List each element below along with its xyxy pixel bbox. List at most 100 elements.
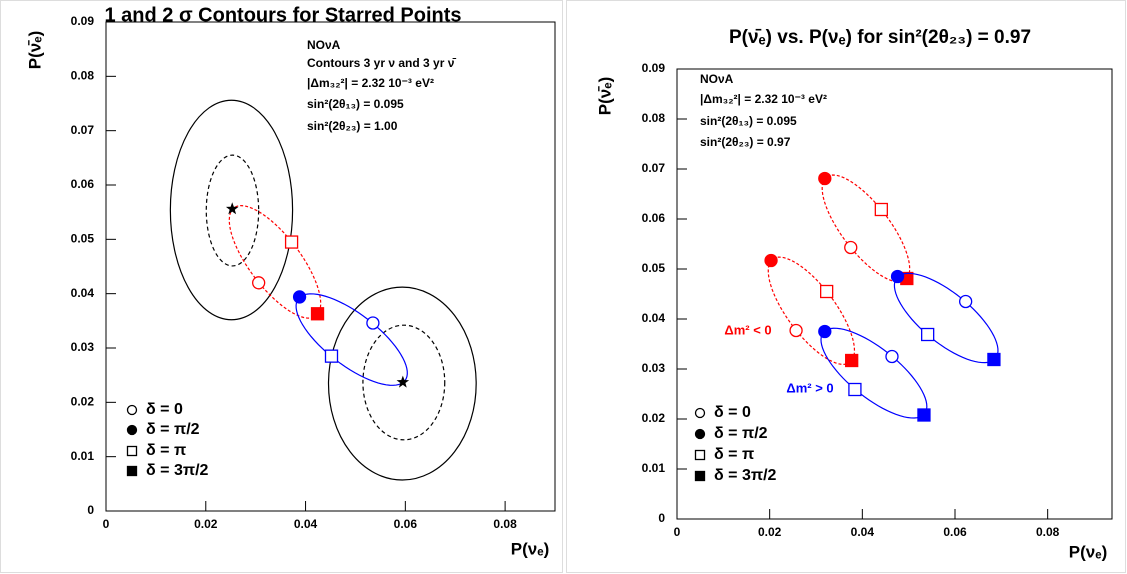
x-tick-label: 0.02	[194, 517, 218, 531]
marker	[252, 276, 266, 290]
marker	[820, 284, 834, 299]
marker	[844, 240, 858, 255]
annotation: |Δm₃₂²| = 2.32 10⁻³ eV²	[700, 92, 827, 106]
y-tick-label: 0.05	[642, 261, 666, 275]
y-tick-label: 0.02	[642, 411, 666, 425]
annotation: sin²(2θ₁₃) = 0.095	[700, 114, 797, 128]
y-tick-label: 0	[658, 511, 665, 525]
curve-label: Δm² < 0	[724, 322, 771, 337]
panel-border	[566, 0, 1126, 573]
marker	[694, 470, 706, 482]
marker	[818, 324, 832, 339]
x-tick-label: 0.06	[394, 517, 418, 531]
contour	[362, 324, 446, 441]
marker	[917, 408, 931, 422]
x-tick-label: 0.08	[493, 517, 517, 531]
annotation: NOνA	[307, 38, 341, 52]
legend-label: δ = 3π/2	[714, 467, 777, 484]
annotation: |Δm₃₂²| = 2.32 10⁻³ eV²	[307, 76, 434, 90]
y-tick-label: 0.01	[642, 461, 666, 475]
legend-label: δ = 0	[146, 401, 183, 418]
x-axis-label: P(νₑ)	[1069, 542, 1108, 561]
y-tick-label: 0.04	[71, 286, 95, 300]
y-tick-label: 0.03	[71, 340, 95, 354]
marker	[694, 407, 706, 419]
y-tick-label: 0.09	[642, 61, 666, 75]
marker	[366, 316, 380, 330]
x-tick-label: 0.04	[294, 517, 318, 531]
cp-ellipse	[821, 174, 911, 283]
plot-frame	[105, 21, 556, 512]
y-tick-label: 0.08	[642, 111, 666, 125]
marker	[396, 375, 410, 388]
chart-title: P(ν̄ₑ) vs. P(νₑ) for sin²(2θ₂₃) = 0.97	[729, 27, 1031, 48]
marker	[885, 349, 899, 364]
contour	[169, 99, 294, 321]
legend-label: δ = π/2	[714, 425, 768, 442]
x-tick-label: 0.06	[943, 525, 967, 539]
marker	[890, 269, 905, 284]
marker	[126, 465, 138, 477]
x-tick-label: 0.08	[1036, 525, 1060, 539]
cp-ellipse	[228, 205, 322, 319]
marker	[225, 202, 239, 215]
legend-label: δ = π	[146, 442, 186, 459]
y-tick-label: 0.03	[642, 361, 666, 375]
annotation: NOνA	[700, 72, 734, 86]
cp-ellipse	[767, 256, 856, 366]
y-tick-label: 0.08	[71, 69, 95, 83]
marker	[310, 307, 325, 321]
y-tick-label: 0.06	[71, 177, 95, 191]
marker	[789, 323, 803, 338]
y-axis-label: P(ν̄ₑ)	[25, 31, 44, 70]
annotation: sin²(2θ₂₃) = 1.00	[307, 119, 398, 133]
contour	[205, 154, 260, 267]
marker	[848, 382, 862, 397]
marker	[921, 327, 935, 342]
y-tick-label: 0.01	[71, 449, 95, 463]
y-tick-label: 0	[87, 503, 94, 517]
cp-ellipse	[893, 272, 999, 364]
marker	[874, 202, 888, 217]
legend-label: δ = 3π/2	[146, 462, 209, 479]
marker	[126, 445, 138, 457]
y-tick-label: 0.02	[71, 395, 95, 409]
marker	[987, 352, 1001, 367]
y-axis-label: P(ν̄ₑ)	[595, 77, 614, 116]
plot-frame	[676, 68, 1113, 520]
legend-label: δ = 0	[714, 404, 751, 421]
chart-title: 1 and 2 σ Contours for Starred Points	[104, 4, 461, 26]
marker	[818, 171, 832, 186]
curve-label: Δm² > 0	[786, 380, 833, 395]
marker	[959, 294, 973, 309]
y-tick-label: 0.07	[71, 123, 95, 137]
x-tick-label: 0.02	[758, 525, 782, 539]
marker	[694, 428, 706, 440]
x-tick-label: 0	[674, 525, 681, 539]
legend-label: δ = π/2	[146, 421, 200, 438]
y-tick-label: 0.04	[642, 311, 666, 325]
marker	[126, 404, 138, 416]
marker	[126, 424, 138, 436]
marker	[292, 290, 307, 304]
y-tick-label: 0.06	[642, 211, 666, 225]
annotation: sin²(2θ₁₃) = 0.095	[307, 97, 404, 111]
annotation: sin²(2θ₂₃) = 0.97	[700, 135, 791, 149]
marker	[694, 449, 706, 461]
x-axis-label: P(νₑ)	[511, 539, 550, 558]
y-tick-label: 0.09	[71, 14, 95, 28]
y-tick-label: 0.05	[71, 232, 95, 246]
marker	[324, 349, 339, 363]
x-tick-label: 0.04	[851, 525, 875, 539]
legend-label: δ = π	[714, 446, 754, 463]
annotation: Contours 3 yr ν and 3 yr ν̄	[307, 56, 456, 70]
x-tick-label: 0	[103, 517, 110, 531]
marker	[845, 353, 859, 368]
panel-border	[0, 0, 563, 573]
contour	[327, 286, 477, 481]
y-tick-label: 0.07	[642, 161, 666, 175]
cp-ellipse	[820, 327, 928, 419]
marker	[764, 253, 778, 268]
marker	[284, 235, 299, 249]
